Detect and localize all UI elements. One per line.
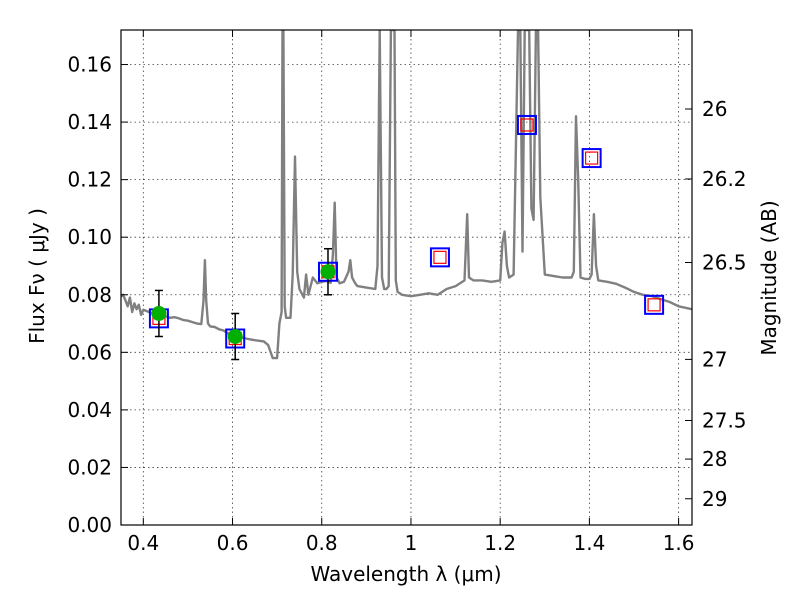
spectrum-layer: [121, 30, 692, 360]
mag-tick-label: 29: [702, 487, 727, 511]
model-box-inner: [520, 118, 534, 132]
plot-frame: [120, 29, 693, 526]
y-tick-label: 0.12: [67, 168, 112, 192]
y-tick-label: 0.14: [67, 110, 112, 134]
y-tick-label: 0.08: [67, 283, 112, 307]
observed-point: [151, 305, 167, 321]
model-box-inner: [647, 298, 661, 312]
y-tick-label: 0.04: [67, 398, 112, 422]
y-axis-label: Flux Fν ( μJy ): [25, 208, 49, 344]
axis-ticks: 0.4 0.6 0.8 1 1.2 1.4 1.6 0.00 0.02 0.04 0.06 0.08 0…: [67, 30, 747, 555]
x-tick-label: 1.6: [663, 531, 695, 555]
y-tick-label: 0.10: [67, 225, 112, 249]
model-box: [429, 247, 450, 268]
mag-tick-label: 27: [702, 347, 727, 371]
x-tick-label: 0.4: [127, 531, 159, 555]
model-box: [516, 114, 537, 135]
photometry-markers: [148, 114, 665, 361]
x-axis-label: Wavelength λ (μm): [310, 562, 501, 586]
model-box: [644, 294, 665, 315]
y-tick-label: 0.16: [67, 53, 112, 77]
mag-tick-label: 26.5: [702, 251, 747, 275]
mag-tick-label: 26: [702, 97, 727, 121]
y-tick-label: 0.02: [67, 455, 112, 479]
model-box: [581, 148, 602, 169]
observed-point: [320, 264, 336, 280]
y-tick-label: 0.06: [67, 340, 112, 364]
x-tick-label: 0.8: [306, 531, 338, 555]
mag-tick-label: 28: [702, 447, 727, 471]
x-tick-label: 1: [405, 531, 418, 555]
y-tick-label: 0.00: [67, 513, 112, 537]
model-box-inner: [433, 250, 447, 264]
mag-tick-label: 26.2: [702, 167, 747, 191]
x-tick-label: 0.6: [217, 531, 249, 555]
mag-tick-label: 27.5: [702, 409, 747, 433]
x-tick-label: 1.2: [484, 531, 516, 555]
observed-point: [227, 328, 243, 344]
right-axis-label: Magnitude (AB): [757, 200, 781, 355]
model-box-inner: [585, 151, 599, 165]
spectrum-line: [121, 30, 692, 360]
x-tick-label: 1.4: [573, 531, 605, 555]
